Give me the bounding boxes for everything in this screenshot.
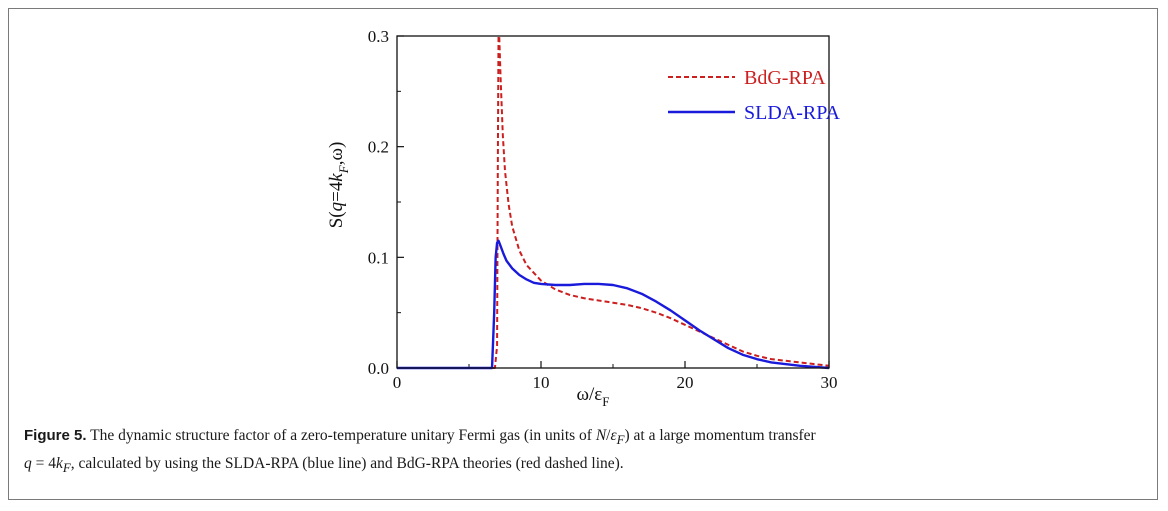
caption-math-k: k — [56, 455, 63, 473]
caption-math-eps-sub: F — [616, 432, 625, 448]
figure-frame — [8, 8, 1158, 500]
caption-math-eq: = 4 — [31, 455, 56, 473]
y-axis-label: S(q=4kF,ω) — [326, 142, 351, 229]
caption-text-3: , calculated by using the SLDA-RPA (blue… — [70, 455, 624, 473]
caption-math-k-sub: F — [62, 460, 71, 476]
series-layer — [397, 35, 830, 370]
legend: BdG-RPA SLDA-RPA — [668, 67, 841, 124]
caption-text-2: ) at a large momentum transfer — [624, 427, 816, 444]
caption-math-n: N — [595, 427, 607, 444]
y-tick-label: 0.3 — [368, 27, 389, 46]
series-line-slda-rpa — [397, 239, 830, 370]
caption-math-eps: ε — [610, 427, 617, 444]
y-tick-label: 0.2 — [368, 138, 389, 157]
legend-label-slda: SLDA-RPA — [744, 102, 841, 124]
x-tick-label: 20 — [677, 373, 694, 392]
figure-caption: Figure 5. The dynamic structure factor o… — [24, 424, 1134, 480]
caption-math-slash: / — [606, 427, 611, 444]
legend-label-bdg: BdG-RPA — [744, 67, 826, 89]
caption-text-1: The dynamic structure factor of a zero-t… — [86, 427, 596, 444]
y-tick-label: 0.1 — [368, 248, 389, 267]
plot-area-border — [396, 35, 830, 369]
x-axis-label: ω/εF — [577, 384, 610, 409]
x-tick-label: 0 — [393, 373, 402, 392]
y-tick-label: 0.0 — [368, 359, 389, 378]
x-tick-label: 10 — [533, 373, 550, 392]
caption-math-q: q — [24, 455, 32, 473]
axis-ticks: 0 10 20 30 0.0 0.1 0.2 0.3 — [368, 27, 838, 392]
x-tick-label: 30 — [821, 373, 838, 392]
series-line-bdg-rpa — [397, 35, 830, 369]
caption-label: Figure 5. — [24, 427, 87, 444]
